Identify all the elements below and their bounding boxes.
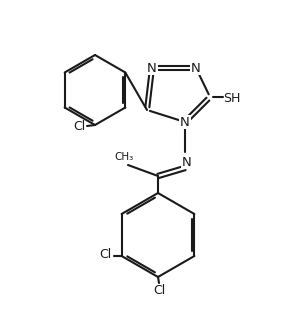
Text: N: N — [191, 62, 201, 75]
Text: N: N — [147, 62, 157, 75]
Text: Cl: Cl — [153, 284, 165, 296]
Text: SH: SH — [223, 91, 241, 104]
Text: Cl: Cl — [99, 248, 112, 262]
Text: N: N — [182, 156, 192, 169]
Text: N: N — [180, 115, 190, 128]
Text: CH₃: CH₃ — [114, 152, 134, 162]
Text: Cl: Cl — [73, 120, 85, 133]
